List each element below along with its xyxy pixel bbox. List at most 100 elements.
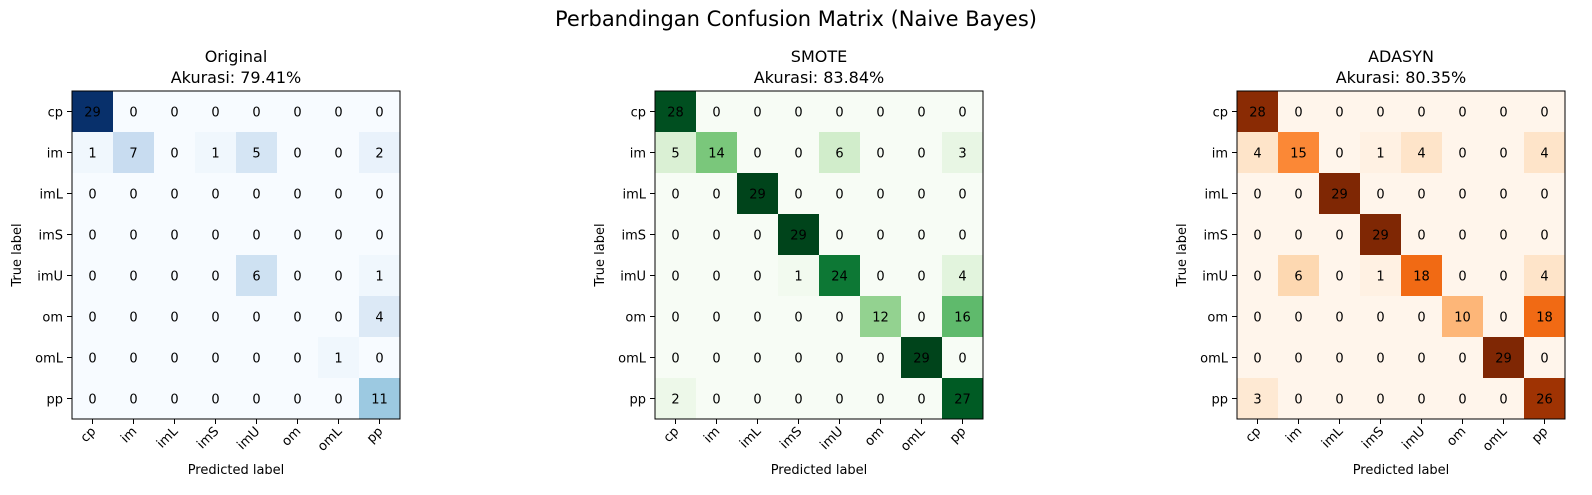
- cell-value: 0: [1499, 229, 1507, 244]
- y-tick-label: om: [625, 311, 646, 326]
- cell-value: 4: [1540, 270, 1548, 285]
- matrix-cell: [860, 337, 901, 378]
- x-tick-label: imU: [817, 424, 846, 453]
- matrix-cell: [901, 378, 942, 419]
- confusion-matrix-panel-original: Original Akurasi: 79.41% 29 0 0 0 0 0 0 0 1 7 0 1 5 0 0 2…: [10, 47, 401, 478]
- matrix-cell: [1524, 337, 1565, 378]
- matrix-cell: [277, 132, 318, 173]
- matrix-cell: [655, 132, 696, 173]
- cell-value: 0: [753, 393, 761, 408]
- cell-value: 0: [211, 311, 219, 326]
- cell-value: 0: [334, 393, 342, 408]
- matrix-cell: [819, 91, 860, 132]
- matrix-cell: [113, 91, 154, 132]
- matrix-cell: [778, 378, 819, 419]
- matrix-cell: [318, 255, 359, 296]
- cell-value: 0: [1458, 188, 1466, 203]
- matrix-cell: [277, 214, 318, 255]
- cell-value: 27: [954, 393, 971, 408]
- y-tick-label: imU: [37, 270, 63, 285]
- cell-value: 0: [88, 270, 96, 285]
- cell-value: 0: [1335, 229, 1343, 244]
- matrix-cell: [236, 378, 277, 419]
- cell-value: 0: [1417, 229, 1425, 244]
- cell-value: 0: [671, 188, 679, 203]
- cell-value: 0: [170, 311, 178, 326]
- cell-value: 0: [917, 270, 925, 285]
- cell-value: 0: [375, 352, 383, 367]
- matrix-cell: [318, 296, 359, 337]
- cell-value: 0: [88, 229, 96, 244]
- cell-value: 0: [712, 106, 720, 121]
- cell-value: 0: [1376, 311, 1384, 326]
- cell-value: 11: [371, 393, 388, 408]
- matrix-cell: [942, 214, 983, 255]
- matrix-cell: [1483, 173, 1524, 214]
- cell-value: 0: [753, 106, 761, 121]
- cell-value: 29: [1331, 188, 1348, 203]
- matrix-cell: [1278, 296, 1319, 337]
- matrix-cell: [154, 214, 195, 255]
- matrix-cell: [154, 91, 195, 132]
- cell-value: 0: [252, 352, 260, 367]
- matrix-cell: [819, 132, 860, 173]
- cell-value: 0: [712, 311, 720, 326]
- x-tick-label: im: [701, 424, 723, 446]
- matrix-cell: [72, 337, 113, 378]
- cell-value: 0: [129, 106, 137, 121]
- cell-value: 0: [375, 229, 383, 244]
- matrix-cell: [1524, 173, 1565, 214]
- matrix-frame: [654, 90, 984, 420]
- matrix-cell: [277, 337, 318, 378]
- cell-value: 0: [334, 147, 342, 162]
- matrix-cell: [1524, 255, 1565, 296]
- y-tick-label: om: [42, 311, 63, 326]
- matrix-cell: [113, 173, 154, 214]
- matrix-cell: [1237, 214, 1278, 255]
- cell-value: 0: [334, 270, 342, 285]
- y-tick-label: pp: [46, 393, 63, 408]
- y-tick-label: imU: [620, 270, 646, 285]
- matrix-cell: [901, 214, 942, 255]
- cell-value: 0: [876, 393, 884, 408]
- matrix-cell: [1442, 132, 1483, 173]
- cell-value: 28: [667, 106, 684, 121]
- y-tick-label: imS: [621, 229, 646, 244]
- matrix-cell: [737, 132, 778, 173]
- matrix-cell: [737, 255, 778, 296]
- matrix-cell: [113, 132, 154, 173]
- matrix-cell: [1442, 255, 1483, 296]
- cell-value: 0: [794, 106, 802, 121]
- cell-value: 0: [129, 270, 137, 285]
- cell-value: 29: [84, 106, 101, 121]
- matrix-cell: [154, 255, 195, 296]
- cell-value: 0: [671, 311, 679, 326]
- matrix-cell: [1401, 378, 1442, 419]
- matrix-cell: [113, 255, 154, 296]
- cell-value: 0: [293, 352, 301, 367]
- matrix-cell: [359, 132, 400, 173]
- cell-value: 26: [1536, 393, 1553, 408]
- matrix-cell: [195, 132, 236, 173]
- matrix-cell: [1360, 337, 1401, 378]
- cell-value: 3: [1253, 393, 1261, 408]
- y-tick-label: imL: [39, 188, 63, 203]
- matrix-cell: [1401, 91, 1442, 132]
- panel-accuracy: Akurasi: 79.41%: [171, 68, 302, 87]
- cell-value: 1: [211, 147, 219, 162]
- matrix-cell: [195, 173, 236, 214]
- matrix-cell: [1237, 91, 1278, 132]
- x-tick-label: cp: [661, 424, 683, 446]
- y-tick-label: pp: [629, 393, 646, 408]
- matrix-cell: [737, 337, 778, 378]
- cell-value: 0: [252, 188, 260, 203]
- cell-value: 1: [88, 147, 96, 162]
- matrix-cell: [1360, 255, 1401, 296]
- cell-value: 0: [1294, 229, 1302, 244]
- cell-value: 0: [794, 393, 802, 408]
- matrix-cell: [1319, 214, 1360, 255]
- matrix-cell: [1319, 132, 1360, 173]
- cell-value: 4: [1540, 147, 1548, 162]
- matrix-cell: [1442, 214, 1483, 255]
